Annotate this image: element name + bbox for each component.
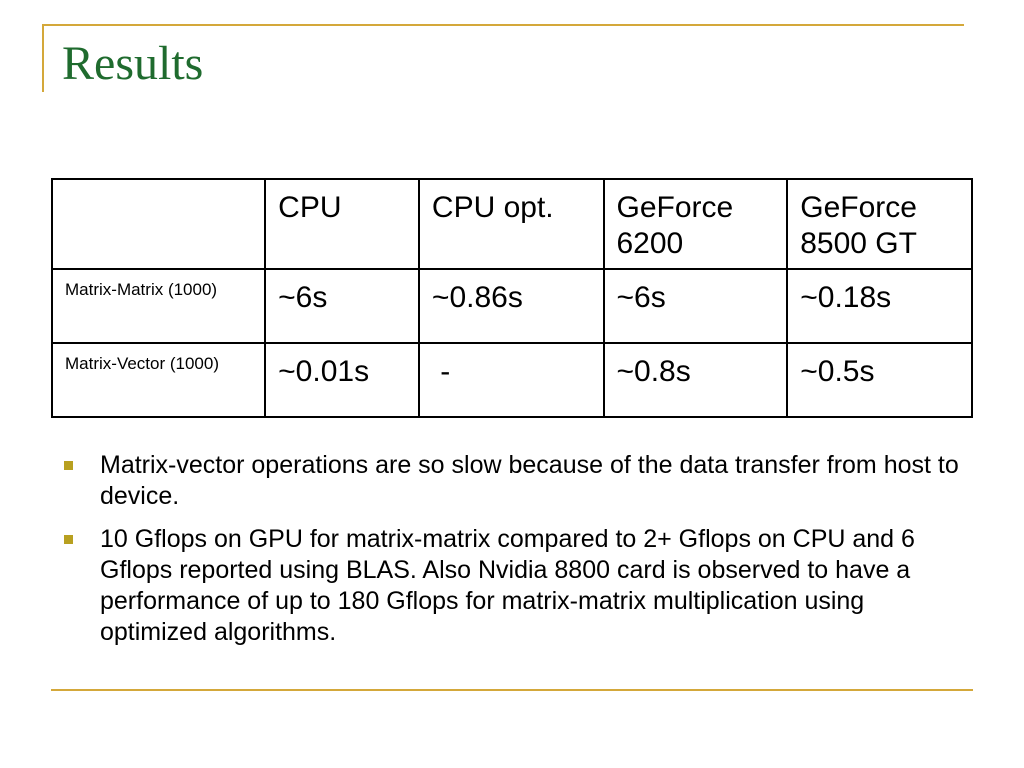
left-border-line	[42, 24, 44, 92]
bullet-list: Matrix-vector operations are so slow bec…	[62, 450, 962, 660]
table-cell: ~6s	[264, 268, 420, 344]
bullet-text: 10 Gflops on GPU for matrix-matrix compa…	[100, 525, 915, 646]
header-cell-cpu-opt: CPU opt.	[417, 178, 605, 270]
table-cell: ~0.8s	[602, 342, 789, 418]
table-header-row: CPU CPU opt. GeForce 6200 GeForce 8500 G…	[50, 178, 973, 270]
row-label: Matrix-Vector (1000)	[50, 342, 267, 418]
square-bullet-icon	[64, 461, 73, 470]
table-row-matrix-vector: Matrix-Vector (1000) ~0.01s - ~0.8s ~0.5…	[50, 342, 973, 418]
table-cell: ~0.5s	[786, 342, 973, 418]
row-label: Matrix-Matrix (1000)	[50, 268, 267, 344]
bullet-item: Matrix-vector operations are so slow bec…	[62, 450, 962, 512]
header-cell-geforce-8500gt: GeForce 8500 GT	[786, 178, 973, 270]
table-row-matrix-matrix: Matrix-Matrix (1000) ~6s ~0.86s ~6s ~0.1…	[50, 268, 973, 344]
bullet-item: 10 Gflops on GPU for matrix-matrix compa…	[62, 524, 962, 648]
table-cell: ~6s	[602, 268, 789, 344]
table-cell: -	[417, 342, 605, 418]
header-cell-geforce-6200: GeForce 6200	[602, 178, 789, 270]
bullet-text: Matrix-vector operations are so slow bec…	[100, 451, 959, 510]
table-cell: ~0.18s	[786, 268, 973, 344]
header-cell-cpu: CPU	[264, 178, 420, 270]
results-table: CPU CPU opt. GeForce 6200 GeForce 8500 G…	[50, 178, 973, 418]
table-cell: ~0.01s	[264, 342, 420, 418]
slide-title: Results	[62, 37, 204, 90]
bottom-border-line	[51, 689, 973, 691]
top-border-line	[42, 24, 964, 26]
header-cell-empty	[50, 178, 267, 270]
square-bullet-icon	[64, 535, 73, 544]
table-cell: ~0.86s	[417, 268, 605, 344]
